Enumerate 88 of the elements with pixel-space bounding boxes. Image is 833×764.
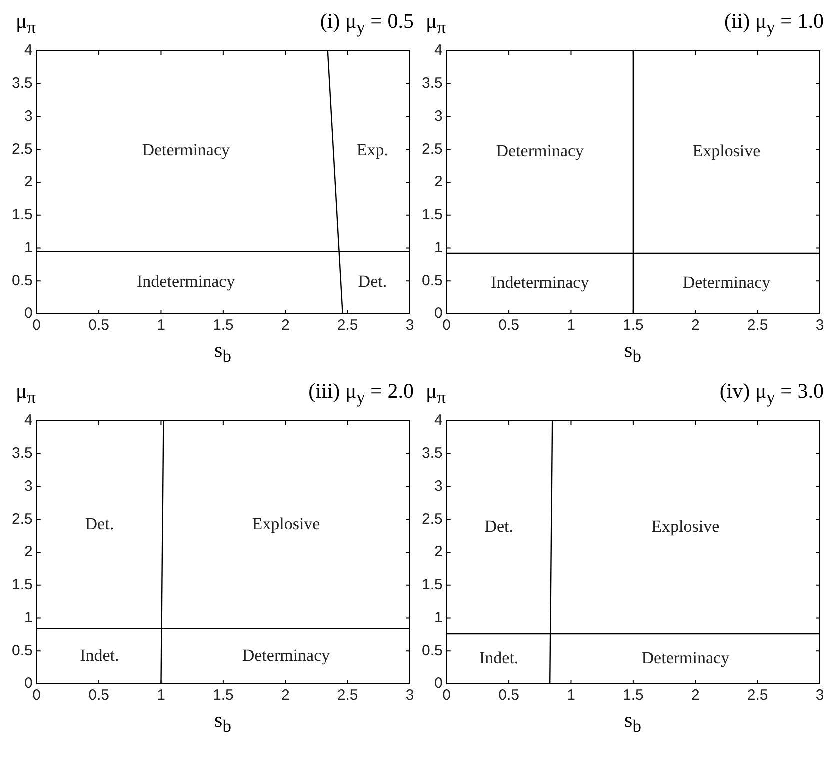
x-tick-label: 3 [816,687,824,704]
y-tick-label: 1.5 [422,576,443,594]
y-tick-label: 3.5 [422,445,443,462]
chart-title: (iii) μ$_{y}$ = 2.0 [308,378,415,408]
x-tick-label: 1 [157,317,166,334]
y-axis-title: μ$_{π}$ [425,378,446,408]
y-tick-label: 0 [434,675,443,692]
y-tick-label: 1.5 [12,206,33,224]
x-axis-title: s$_{b}$ [214,338,232,368]
y-tick-label: 0 [24,675,33,692]
x-tick-label: 2 [691,687,700,704]
y-tick-label: 2 [24,174,33,191]
y-tick-label: 3 [434,108,443,125]
x-tick-label: 1 [157,687,166,704]
y-tick-label: 3.5 [422,75,443,92]
annotation: Determinacy [242,646,331,665]
annotation: Indeterminacy [491,273,590,292]
y-tick-label: 4 [434,412,443,430]
y-tick-label: 1.5 [422,206,443,224]
annotation: Explosive [252,514,320,534]
x-tick-label: 1.5 [212,687,234,704]
annotation: Determinacy [496,142,585,161]
y-tick-label: 0.5 [422,642,443,660]
x-tick-label: 2.5 [747,317,768,334]
y-tick-label: 2 [434,544,443,561]
y-axis-title: μ$_{π}$ [425,8,446,38]
annotation: Det. [484,516,514,536]
x-tick-label: 2.5 [337,317,358,334]
x-tick-label: 3 [406,687,414,704]
x-tick-label: 2 [281,687,290,704]
x-tick-label: 1.5 [622,687,644,704]
annotation: Determinacy [682,273,772,292]
y-axis-title: μ$_{π}$ [15,8,36,38]
annotation: Determinacy [642,648,730,668]
chart-title: (ii) μ$_{y}$ = 1.0 [724,8,825,38]
y-tick-label: 3.5 [12,75,33,92]
y-tick-label: 4 [24,412,33,430]
y-axis-title: μ$_{π}$ [15,378,36,408]
annotation: Exp. [356,140,389,160]
chart-title: (iv) μ$_{y}$ = 3.0 [720,378,825,408]
y-tick-label: 1 [24,609,33,626]
x-tick-label: 1.5 [212,317,234,334]
x-axis-title: s$_{b}$ [624,338,642,368]
x-tick-label: 3 [406,317,414,334]
annotation: Explosive [652,516,720,536]
annotation: Det. [85,514,114,534]
annotation: Explosive [692,142,761,161]
y-tick-label: 1 [434,609,443,626]
y-tick-label: 2.5 [12,140,33,158]
x-tick-label: 1 [567,687,576,704]
x-tick-label: 2.5 [747,687,768,704]
y-tick-label: 4 [434,42,443,60]
annotation: Determinacy [142,140,230,160]
y-tick-label: 1 [434,239,443,256]
annotation: Indeterminacy [137,272,236,292]
y-tick-label: 2 [24,544,33,561]
y-tick-label: 0.5 [12,272,33,290]
x-tick-label: 1 [567,317,576,334]
x-tick-label: 0.5 [88,687,110,704]
x-axis-title: s$_{b}$ [214,708,232,738]
x-tick-label: 0.5 [498,687,520,704]
y-tick-label: 0.5 [12,642,33,660]
annotation: Indet. [480,648,519,668]
annotation: Indet. [80,646,120,665]
x-tick-label: 1.5 [622,317,644,334]
y-tick-label: 2.5 [422,510,443,528]
y-tick-label: 3.5 [12,445,33,462]
y-tick-label: 2.5 [422,140,443,158]
y-tick-label: 3 [434,478,443,495]
x-tick-label: 2.5 [337,687,358,704]
chart-title: (i) μ$_{y}$ = 0.5 [320,8,415,38]
y-tick-label: 3 [24,108,33,125]
x-tick-label: 0.5 [88,317,110,334]
x-tick-label: 0.5 [498,317,520,334]
x-tick-label: 2 [281,317,290,334]
y-tick-label: 3 [24,478,33,495]
y-tick-label: 0 [434,305,443,322]
y-tick-label: 1.5 [12,576,33,594]
annotation: Det. [358,272,388,292]
y-tick-label: 0 [24,305,33,322]
y-tick-label: 4 [24,42,33,60]
y-tick-label: 2 [434,174,443,191]
y-tick-label: 2.5 [12,510,33,528]
x-tick-label: 2 [691,317,700,334]
y-tick-label: 0.5 [422,272,443,290]
x-tick-label: 3 [816,317,824,334]
x-axis-title: s$_{b}$ [624,708,642,738]
y-tick-label: 1 [24,239,33,256]
